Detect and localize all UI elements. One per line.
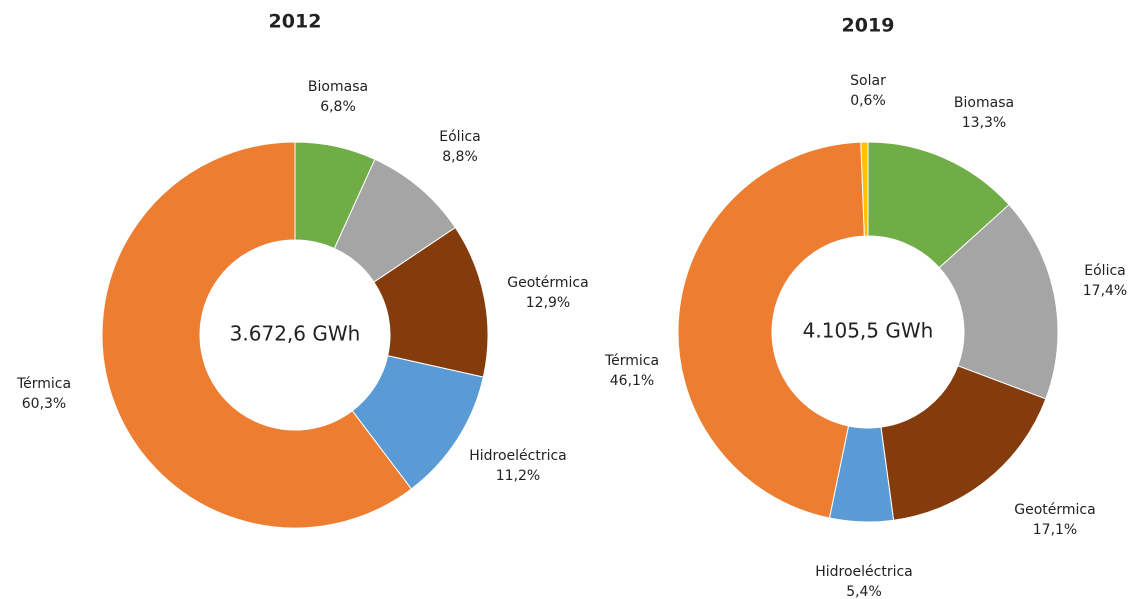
segment-value-label: 60,3% <box>22 396 66 412</box>
segment-label: Biomasa <box>308 79 368 95</box>
segment-value-label: 17,4% <box>1083 283 1127 299</box>
segment-value-label: 12,9% <box>526 295 570 311</box>
segment-value-label: 5,4% <box>846 584 882 599</box>
segment-label: Hidroeléctrica <box>469 448 567 464</box>
segment-label: Biomasa <box>954 95 1014 111</box>
donut-segment <box>677 141 865 519</box>
segment-label: Térmica <box>16 376 71 392</box>
segment-label: Térmica <box>604 353 659 369</box>
segment-label: Hidroeléctrica <box>815 564 913 580</box>
donut-segment <box>938 203 1059 400</box>
segment-label: Eólica <box>1084 263 1125 279</box>
segment-value-label: 0,6% <box>850 93 886 109</box>
segment-value-label: 46,1% <box>610 373 654 389</box>
segment-value-label: 6,8% <box>320 99 356 115</box>
segment-label: Solar <box>850 73 886 89</box>
center-label: 3.672,6 GWh <box>230 322 361 346</box>
chart-title: 2012 <box>269 11 322 33</box>
segment-value-label: 17,1% <box>1033 522 1077 538</box>
segment-value-label: 8,8% <box>442 149 478 165</box>
segment-value-label: 11,2% <box>496 468 540 484</box>
segment-label: Eólica <box>439 129 480 145</box>
donut-segment <box>860 141 869 237</box>
donut-segment <box>101 141 413 529</box>
chart-title: 2019 <box>842 15 895 37</box>
segment-value-label: 13,3% <box>962 115 1006 131</box>
center-label: 4.105,5 GWh <box>803 319 934 343</box>
segment-label: Geotérmica <box>1014 502 1095 518</box>
segment-label: Geotérmica <box>507 275 588 291</box>
donut-segment <box>880 365 1047 521</box>
